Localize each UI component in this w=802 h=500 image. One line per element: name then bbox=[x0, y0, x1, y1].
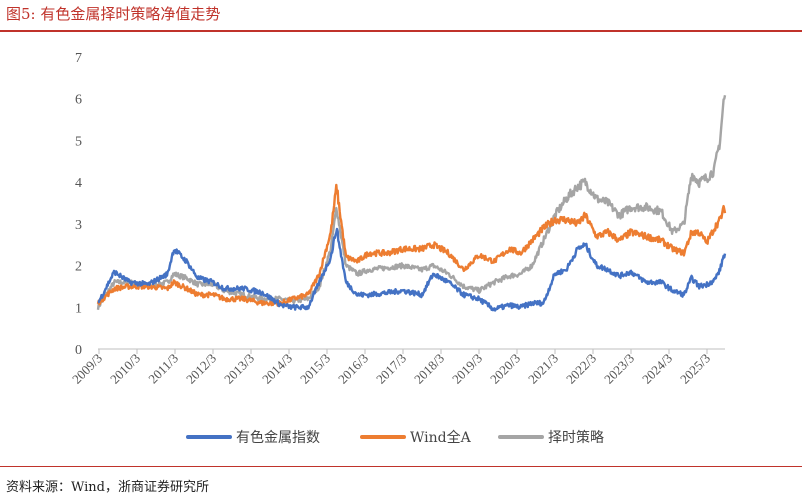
series-line-1 bbox=[96, 183, 727, 307]
x-tick-label: 2010/3 bbox=[107, 351, 143, 387]
x-tick-label: 2012/3 bbox=[183, 351, 219, 387]
y-tick-label: 4 bbox=[75, 176, 82, 191]
x-tick-label: 2018/3 bbox=[411, 351, 447, 387]
series-line-2 bbox=[96, 95, 727, 310]
title-divider bbox=[0, 30, 802, 32]
line-chart: 0 1 2 3 4 5 6 7 2009/3 2010/3 2011/3 2012/3 2013/3 2… bbox=[69, 51, 727, 446]
y-tick-label: 5 bbox=[75, 134, 82, 149]
x-tick-label: 2016/3 bbox=[335, 351, 371, 387]
x-tick-label: 2017/3 bbox=[373, 351, 409, 387]
x-tick-label: 2019/3 bbox=[449, 351, 485, 387]
x-tick-label: 2021/3 bbox=[525, 351, 561, 387]
legend-label: 择时策略 bbox=[548, 429, 604, 446]
source-divider bbox=[0, 466, 802, 467]
figure-title: 图5: 有色金属择时策略净值走势 bbox=[6, 5, 221, 23]
y-tick-label: 0 bbox=[75, 343, 82, 358]
x-axis: 2009/3 2010/3 2011/3 2012/3 2013/3 2014/3 2015… bbox=[69, 348, 725, 387]
x-tick-label: 2024/3 bbox=[639, 351, 675, 387]
y-tick-label: 6 bbox=[75, 93, 82, 108]
y-tick-label: 2 bbox=[75, 260, 82, 275]
source-note: 资料来源：Wind，浙商证券研究所 bbox=[6, 480, 209, 495]
y-tick-label: 3 bbox=[75, 218, 82, 233]
x-tick-label: 2025/3 bbox=[677, 351, 713, 387]
x-tick-label: 2013/3 bbox=[221, 351, 257, 387]
legend: 有色金属指数 Wind全A 择时策略 bbox=[186, 429, 604, 446]
x-tick-label: 2014/3 bbox=[259, 351, 295, 387]
x-tick-label: 2015/3 bbox=[297, 351, 333, 387]
x-tick-label: 2022/3 bbox=[563, 351, 599, 387]
y-tick-label: 1 bbox=[75, 301, 82, 316]
legend-label: Wind全A bbox=[410, 429, 472, 446]
x-tick-label: 2020/3 bbox=[487, 351, 523, 387]
y-axis: 0 1 2 3 4 5 6 7 bbox=[75, 51, 82, 358]
x-tick-label: 2023/3 bbox=[601, 351, 637, 387]
x-tick-label: 2011/3 bbox=[145, 351, 181, 387]
series-line-0 bbox=[97, 227, 727, 312]
legend-label: 有色金属指数 bbox=[236, 429, 320, 446]
series-layer bbox=[96, 95, 727, 312]
y-tick-label: 7 bbox=[75, 51, 82, 66]
